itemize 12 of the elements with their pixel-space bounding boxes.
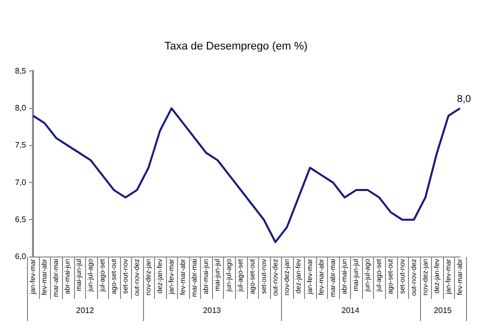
text: 2013 (203, 306, 222, 316)
data-label: 8,0 (457, 94, 472, 106)
y-tick-label: 8,5 (14, 66, 27, 76)
chart-title: Taxa de Desemprego (em %) (164, 40, 308, 53)
text: 2015 (434, 306, 452, 316)
text: 2012 (76, 306, 94, 316)
text: 2014 (342, 306, 360, 316)
y-tick-label: 7,0 (14, 178, 27, 187)
y-tick-label: 8,0 (14, 104, 27, 113)
y-tick-label: 7,5 (14, 140, 27, 150)
y-tick-label: 6,0 (14, 252, 27, 262)
y-tick-label: 6,5 (14, 214, 27, 224)
